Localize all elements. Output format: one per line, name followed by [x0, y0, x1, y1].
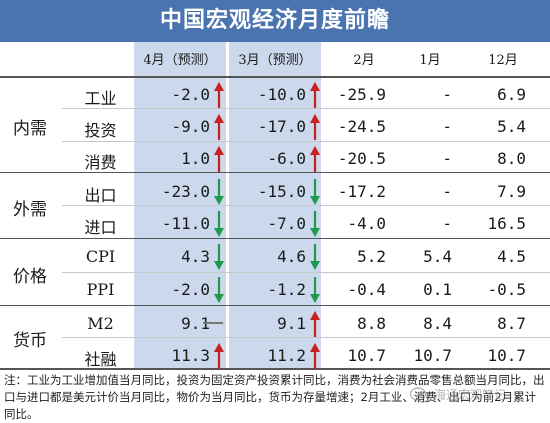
- table-cell: 5.4: [402, 247, 452, 266]
- table-cell: -17.2: [330, 182, 386, 201]
- table-cell: 9.1: [136, 314, 210, 333]
- table-cell: 8.0: [470, 149, 526, 168]
- table-cell: 6.9: [470, 85, 526, 104]
- arrow-down-icon: [212, 210, 226, 238]
- table-cell: -0.4: [330, 280, 386, 299]
- table-cell: 16.5: [470, 214, 526, 233]
- watermark-text: 海通宏观笔记: [434, 386, 506, 403]
- table-cell: 11.3: [136, 346, 210, 365]
- indicator-label: PPI: [68, 280, 133, 299]
- indicator-label: 出口: [68, 182, 133, 206]
- indicator-label: 社融: [68, 346, 133, 370]
- table-cell: 9.1: [232, 314, 306, 333]
- table-cell: -2.0: [136, 85, 210, 104]
- table-cell: 4.3: [136, 247, 210, 266]
- table-cell: -24.5: [330, 117, 386, 136]
- arrow-up-icon: [308, 145, 322, 173]
- page-title: 中国宏观经济月度前瞻: [0, 0, 550, 42]
- table-cell: -: [402, 117, 452, 136]
- table-cell: -1.2: [232, 280, 306, 299]
- arrow-down-icon: [212, 178, 226, 206]
- table-cell: -20.5: [330, 149, 386, 168]
- arrow-up-icon: [308, 342, 322, 370]
- flat-dash-icon: [202, 310, 224, 338]
- table-cell: -: [402, 182, 452, 201]
- table-cell: -7.0: [232, 214, 306, 233]
- table-cell: 8.4: [402, 314, 452, 333]
- group-divider: [0, 305, 550, 306]
- table-cell: -11.0: [136, 214, 210, 233]
- table-cell: -: [402, 214, 452, 233]
- table-cell: 10.7: [470, 346, 526, 365]
- indicator-label: 消费: [68, 149, 133, 173]
- arrow-down-icon: [212, 276, 226, 304]
- table-cell: 8.8: [330, 314, 386, 333]
- table-cell: -23.0: [136, 182, 210, 201]
- table-cell: 10.7: [330, 346, 386, 365]
- table-cell: -15.0: [232, 182, 306, 201]
- table-cell: 5.2: [330, 247, 386, 266]
- arrow-down-icon: [308, 210, 322, 238]
- indicator-label: CPI: [68, 247, 133, 266]
- row-separator: [62, 337, 550, 338]
- arrow-down-icon: [308, 243, 322, 271]
- arrow-down-icon: [308, 276, 322, 304]
- table-cell: 5.4: [470, 117, 526, 136]
- header-divider: [0, 76, 550, 78]
- table-cell: -: [402, 149, 452, 168]
- wechat-icon: [410, 387, 430, 403]
- indicator-label: M2: [68, 314, 133, 333]
- arrow-up-icon: [212, 113, 226, 141]
- table-cell: -10.0: [232, 85, 306, 104]
- column-header-dec: 12月: [470, 46, 536, 76]
- table-cell: 8.7: [470, 314, 526, 333]
- table-cell: 0.1: [402, 280, 452, 299]
- row-separator: [62, 108, 550, 109]
- group-label-prices: 价格: [0, 262, 60, 287]
- column-header-jan: 1月: [402, 46, 458, 76]
- group-divider: [0, 238, 550, 239]
- table-cell: -0.5: [470, 280, 526, 299]
- table-cell: -6.0: [232, 149, 306, 168]
- table-cell: -4.0: [330, 214, 386, 233]
- table-cell: 1.0: [136, 149, 210, 168]
- group-label-domestic-demand: 内需: [0, 114, 60, 139]
- arrow-down-icon: [308, 178, 322, 206]
- column-header-feb: 2月: [336, 46, 392, 76]
- table-cell: -: [402, 85, 452, 104]
- arrow-up-icon: [308, 113, 322, 141]
- arrow-up-icon: [212, 81, 226, 109]
- group-label-external-demand: 外需: [0, 195, 60, 220]
- table-cell: -25.9: [330, 85, 386, 104]
- arrow-up-icon: [212, 342, 226, 370]
- arrow-up-icon: [308, 310, 322, 338]
- table-cell: 4.5: [470, 247, 526, 266]
- table-cell: -17.0: [232, 117, 306, 136]
- table-cell: 10.7: [402, 346, 452, 365]
- arrow-up-icon: [212, 145, 226, 173]
- watermark: 海通宏观笔记: [410, 386, 548, 404]
- arrow-up-icon: [308, 81, 322, 109]
- table-cell: -9.0: [136, 117, 210, 136]
- group-label-money: 货币: [0, 326, 60, 351]
- arrow-down-icon: [212, 243, 226, 271]
- table-cell: 11.2: [232, 346, 306, 365]
- row-separator: [62, 205, 550, 206]
- column-header-apr-forecast: 4月（预测）: [134, 46, 226, 76]
- row-separator: [62, 141, 550, 142]
- row-separator: [62, 272, 550, 273]
- table-cell: -2.0: [136, 280, 210, 299]
- indicator-label: 工业: [68, 85, 133, 109]
- column-header-mar-forecast: 3月（预测）: [229, 46, 321, 76]
- table-cell: 4.6: [232, 247, 306, 266]
- indicator-label: 进口: [68, 214, 133, 238]
- table-cell: 7.9: [470, 182, 526, 201]
- indicator-label: 投资: [68, 117, 133, 141]
